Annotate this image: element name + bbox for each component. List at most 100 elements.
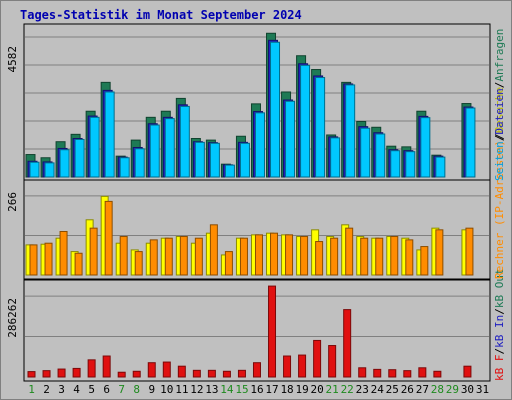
bar-bottom-kb-f-day-30: [463, 365, 472, 378]
x-tick-14: 14: [220, 383, 234, 396]
legend-top-part: /: [493, 135, 506, 142]
bar-top-seiten-day-6: [104, 91, 115, 178]
legend-top-part: Seiten: [493, 141, 506, 181]
bar-bottom-kb-f-day-23: [358, 367, 367, 378]
bar-top-seiten-day-10: [164, 118, 175, 178]
bar-bottom-kb-f-day-25: [388, 369, 397, 378]
bar-bottom-kb-f-day-17: [268, 285, 277, 378]
bar-middle-rechner-ip-adressen--day-23: [360, 237, 369, 276]
bar-bottom-kb-f-day-12: [192, 369, 201, 378]
bar-top-seiten-day-19: [300, 64, 311, 178]
x-tick-19: 19: [295, 383, 308, 396]
bar-bottom-kb-f-day-16: [252, 362, 261, 378]
bar-middle-rechner-ip-adressen--day-18: [285, 234, 294, 276]
x-tick-2: 2: [43, 383, 50, 396]
bar-bottom-kb-f-day-2: [42, 370, 51, 378]
x-tick-9: 9: [148, 383, 155, 396]
x-tick-30: 30: [461, 383, 474, 396]
x-tick-21: 21: [326, 383, 339, 396]
bar-top-seiten-day-14: [224, 164, 235, 178]
bar-middle-rechner-ip-adressen--day-2: [44, 242, 53, 276]
bar-bottom-kb-f-day-7: [117, 371, 126, 378]
bar-middle-rechner-ip-adressen--day-21: [330, 237, 339, 276]
bar-middle-rechner-ip-adressen--day-4: [74, 252, 83, 276]
bar-top-seiten-day-27: [420, 117, 431, 178]
legend-top-part: /: [493, 82, 506, 89]
x-tick-25: 25: [386, 383, 399, 396]
x-tick-26: 26: [401, 383, 414, 396]
chart-title: Tages-Statistik im Monat September 2024: [20, 8, 302, 22]
x-tick-3: 3: [58, 383, 65, 396]
bar-middle-rechner-ip-adressen--day-5: [89, 227, 98, 276]
bar-top-seiten-day-4: [74, 138, 85, 178]
x-tick-31: 31: [476, 383, 489, 396]
bar-middle-rechner-ip-adressen--day-10: [164, 237, 173, 276]
bar-top-seiten-day-17: [270, 41, 281, 178]
bar-middle-rechner-ip-adressen--day-16: [254, 234, 263, 276]
legend-top-part: Dateien: [493, 88, 506, 134]
legend-bottom-part: kB In: [493, 315, 506, 348]
legend-bottom-part: kB Out: [493, 268, 506, 308]
bar-bottom-kb-f-day-15: [237, 369, 246, 378]
legend-bottom-part: /: [493, 348, 506, 355]
bar-middle-rechner-ip-adressen--day-12: [194, 237, 203, 276]
bar-bottom-kb-f-day-19: [298, 354, 307, 378]
x-tick-6: 6: [103, 383, 110, 396]
bar-top-seiten-day-24: [375, 133, 386, 178]
bar-middle-rechner-ip-adressen--day-9: [149, 239, 158, 276]
bar-bottom-kb-f-day-27: [418, 367, 427, 378]
bar-middle-rechner-ip-adressen--day-6: [104, 200, 113, 276]
x-tick-18: 18: [280, 383, 293, 396]
bar-top-seiten-day-7: [119, 157, 130, 178]
bar-middle-rechner-ip-adressen--day-1: [29, 244, 38, 276]
bar-middle-rechner-ip-adressen--day-28: [435, 229, 444, 276]
bar-bottom-kb-f-day-22: [343, 309, 352, 378]
bar-top-seiten-day-25: [390, 150, 401, 178]
x-tick-22: 22: [341, 383, 354, 396]
bar-bottom-kb-f-day-24: [373, 368, 382, 378]
bar-middle-rechner-ip-adressen--day-13: [209, 224, 218, 276]
x-tick-12: 12: [190, 383, 203, 396]
bar-bottom-kb-f-day-11: [177, 365, 186, 378]
bar-middle-rechner-ip-adressen--day-19: [300, 236, 309, 276]
bar-middle-rechner-ip-adressen--day-3: [59, 231, 68, 276]
bar-bottom-kb-f-day-28: [433, 370, 442, 378]
bar-top-seiten-day-2: [44, 162, 55, 178]
legend-top: Seiten/Dateien/Anfragen: [493, 29, 506, 181]
bar-top-seiten-day-12: [194, 141, 205, 178]
x-tick-23: 23: [356, 383, 369, 396]
legend-middle-part: Rechner (IP-Adressen): [493, 140, 506, 279]
bar-top-seiten-day-8: [134, 148, 145, 178]
x-tick-5: 5: [88, 383, 95, 396]
x-tick-8: 8: [133, 383, 140, 396]
bar-top-seiten-day-18: [285, 100, 296, 178]
bar-middle-rechner-ip-adressen--day-25: [390, 236, 399, 276]
x-tick-16: 16: [250, 383, 263, 396]
legend-bottom-part: kB F: [493, 355, 506, 382]
x-tick-20: 20: [311, 383, 324, 396]
bar-bottom-kb-f-day-14: [222, 370, 231, 378]
x-tick-7: 7: [118, 383, 125, 396]
bar-middle-rechner-ip-adressen--day-26: [405, 239, 414, 276]
bar-top-seiten-day-26: [405, 151, 416, 178]
x-tick-15: 15: [235, 383, 248, 396]
bar-bottom-kb-f-day-10: [162, 361, 171, 378]
x-tick-24: 24: [371, 383, 385, 396]
bar-top-seiten-day-30: [465, 107, 476, 178]
bar-bottom-kb-f-day-9: [147, 362, 156, 378]
bar-top-seiten-day-11: [179, 105, 190, 178]
bar-middle-rechner-ip-adressen--day-15: [239, 237, 248, 276]
bar-bottom-kb-f-day-18: [283, 355, 292, 378]
bar-bottom-kb-f-day-6: [102, 355, 111, 378]
panel-bottom-ymax-label: 286262: [6, 298, 19, 338]
bar-bottom-kb-f-day-1: [27, 371, 36, 378]
bar-top-seiten-day-15: [239, 142, 250, 178]
bar-top-seiten-day-3: [59, 149, 70, 178]
bar-bottom-kb-f-day-21: [328, 345, 337, 378]
bar-bottom-kb-f-day-20: [313, 339, 322, 378]
legend-middle: Rechner (IP-Adressen)/ Besuche: [493, 87, 506, 279]
bar-top-seiten-day-9: [149, 124, 160, 178]
legend-bottom-part: /: [493, 308, 506, 315]
bar-bottom-kb-f-day-4: [72, 367, 81, 378]
x-tick-11: 11: [175, 383, 188, 396]
